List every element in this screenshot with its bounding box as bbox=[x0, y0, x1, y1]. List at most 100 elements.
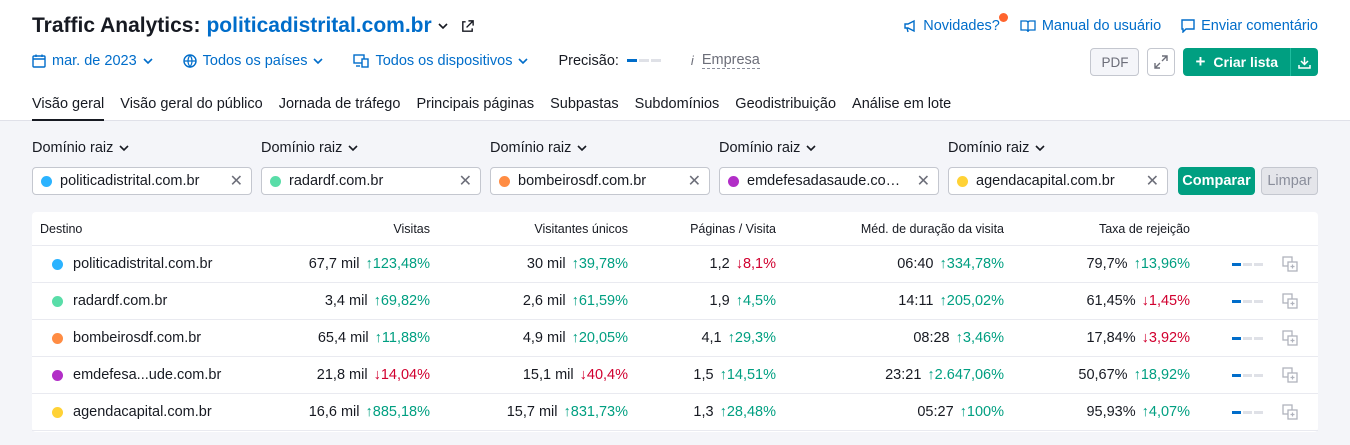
root-domain-label: Domínio raiz bbox=[490, 140, 572, 156]
chevron-down-icon[interactable] bbox=[438, 21, 448, 31]
compare-icon[interactable] bbox=[1282, 283, 1298, 319]
col-unicos[interactable]: Visitantes únicos bbox=[534, 221, 628, 236]
root-domain-dropdown[interactable]: Domínio raiz bbox=[32, 140, 261, 156]
download-button[interactable] bbox=[1290, 48, 1318, 76]
cell-unicos: 4,9 mil ↑20,05% bbox=[523, 320, 628, 356]
close-icon[interactable]: ✕ bbox=[916, 173, 930, 190]
value-rejeicao: 79,7% bbox=[1086, 256, 1128, 272]
comparison-table: Destino Visitas Visitantes únicos Página… bbox=[32, 212, 1318, 432]
value-unicos: 30 mil bbox=[526, 256, 566, 272]
plus-icon: + bbox=[1195, 52, 1206, 71]
chevron-down-icon bbox=[577, 145, 587, 152]
title-label: Traffic Analytics: bbox=[32, 14, 201, 37]
row-domain[interactable]: agendacapital.com.br bbox=[52, 394, 212, 430]
compare-button[interactable]: Comparar bbox=[1178, 167, 1255, 195]
manual-label: Manual do usuário bbox=[1041, 18, 1162, 34]
table-row: bombeirosdf.com.br 65,4 mil ↑11,88% 4,9 mil… bbox=[32, 320, 1318, 357]
value-duracao: 14:11 bbox=[898, 293, 934, 309]
delta-rejeicao: ↑18,92% bbox=[1133, 367, 1190, 383]
info-icon: i bbox=[690, 53, 694, 68]
precision-indicator[interactable]: Precisão: bbox=[558, 52, 661, 69]
tab-visao-geral[interactable]: Visão geral bbox=[32, 96, 105, 121]
delta-paginas: ↑14,51% bbox=[719, 367, 776, 383]
device-filter[interactable]: Todos os dispositivos bbox=[353, 53, 529, 69]
devices-icon bbox=[353, 53, 370, 68]
domain-input-value[interactable]: bombeirosdf.com.br bbox=[518, 173, 647, 189]
delta-paginas: ↓8,1% bbox=[735, 256, 776, 272]
table-header: Destino Visitas Visitantes únicos Página… bbox=[32, 212, 1318, 246]
manual-link[interactable]: Manual do usuário bbox=[1020, 18, 1161, 34]
news-link[interactable]: Novidades? bbox=[903, 13, 1008, 34]
domain-input[interactable]: politicadistrital.com.br ✕ bbox=[32, 167, 252, 195]
date-filter[interactable]: mar. de 2023 bbox=[32, 53, 153, 69]
col-duracao[interactable]: Méd. de duração da visita bbox=[860, 221, 1004, 236]
col-rejeicao[interactable]: Taxa de rejeição bbox=[1098, 221, 1190, 236]
compare-icon[interactable] bbox=[1282, 357, 1298, 393]
domain-input[interactable]: emdefesadasaude.com.br ✕ bbox=[719, 167, 939, 195]
root-domain-label: Domínio raiz bbox=[948, 140, 1030, 156]
value-rejeicao: 50,67% bbox=[1078, 367, 1128, 383]
delta-rejeicao: ↓3,92% bbox=[1141, 330, 1190, 346]
domain-input[interactable]: radardf.com.br ✕ bbox=[261, 167, 481, 195]
tab-jornada-trafego[interactable]: Jornada de tráfego bbox=[278, 96, 401, 112]
domain-input-value[interactable]: politicadistrital.com.br bbox=[60, 173, 200, 189]
create-list-button[interactable]: + Criar lista bbox=[1183, 48, 1318, 76]
root-domain-dropdown[interactable]: Domínio raiz bbox=[948, 140, 1177, 156]
delta-rejeicao: ↓1,45% bbox=[1141, 293, 1190, 309]
empresa-toggle[interactable]: i Empresa bbox=[691, 52, 760, 69]
close-icon[interactable]: ✕ bbox=[229, 173, 243, 190]
cell-rejeicao: 79,7% ↑13,96% bbox=[1086, 246, 1190, 282]
tab-visao-geral-publico[interactable]: Visão geral do público bbox=[120, 96, 263, 112]
cell-paginas: 4,1 ↑29,3% bbox=[701, 320, 776, 356]
close-icon[interactable]: ✕ bbox=[458, 173, 472, 190]
tab-subdominios[interactable]: Subdomínios bbox=[634, 96, 720, 112]
compare-icon[interactable] bbox=[1282, 394, 1298, 430]
empresa-label: Empresa bbox=[701, 52, 760, 69]
delta-paginas: ↑28,48% bbox=[719, 404, 776, 420]
cell-unicos: 2,6 mil ↑61,59% bbox=[523, 283, 628, 319]
domain-input[interactable]: agendacapital.com.br ✕ bbox=[948, 167, 1168, 195]
pdf-button[interactable]: PDF bbox=[1090, 48, 1140, 76]
tab-principais-paginas[interactable]: Principais páginas bbox=[416, 96, 535, 112]
domain-color-dot bbox=[52, 258, 63, 270]
delta-duracao: ↑205,02% bbox=[939, 293, 1005, 309]
compare-icon[interactable] bbox=[1282, 246, 1298, 282]
external-link-icon[interactable] bbox=[460, 19, 475, 34]
row-domain[interactable]: radardf.com.br bbox=[52, 283, 167, 319]
value-unicos: 4,9 mil bbox=[522, 330, 566, 346]
tab-analise-lote[interactable]: Análise em lote bbox=[852, 96, 952, 112]
delta-visitas: ↑885,18% bbox=[365, 404, 431, 420]
value-paginas: 1,2 bbox=[709, 256, 730, 272]
country-filter[interactable]: Todos os países bbox=[182, 53, 324, 69]
clear-button[interactable]: Limpar bbox=[1261, 167, 1318, 195]
domain-input-value[interactable]: emdefesadasaude.com.br bbox=[747, 173, 911, 189]
root-domain-dropdown[interactable]: Domínio raiz bbox=[261, 140, 490, 156]
row-domain[interactable]: bombeirosdf.com.br bbox=[52, 320, 201, 356]
delta-unicos: ↑61,59% bbox=[571, 293, 628, 309]
fullscreen-button[interactable] bbox=[1147, 48, 1176, 76]
feedback-link[interactable]: Enviar comentário bbox=[1181, 18, 1318, 34]
precision-bar bbox=[626, 59, 661, 62]
close-icon[interactable]: ✕ bbox=[1145, 173, 1159, 190]
row-domain-label: radardf.com.br bbox=[73, 293, 168, 309]
tab-subpastas[interactable]: Subpastas bbox=[550, 96, 619, 112]
domain-selector[interactable]: politicadistrital.com.br bbox=[206, 14, 432, 37]
domain-input-value[interactable]: radardf.com.br bbox=[289, 173, 384, 189]
cell-rejeicao: 17,84% ↓3,92% bbox=[1086, 320, 1190, 356]
precision-label: Precisão: bbox=[558, 52, 619, 69]
domain-color-dot bbox=[52, 295, 63, 307]
row-domain[interactable]: emdefesa...ude.com.br bbox=[52, 357, 221, 393]
compare-icon[interactable] bbox=[1282, 320, 1298, 356]
domain-input[interactable]: bombeirosdf.com.br ✕ bbox=[490, 167, 710, 195]
row-domain[interactable]: politicadistrital.com.br bbox=[52, 246, 212, 282]
col-paginas[interactable]: Páginas / Visita bbox=[690, 221, 776, 236]
cell-rejeicao: 61,45% ↓1,45% bbox=[1086, 283, 1190, 319]
root-domain-dropdown[interactable]: Domínio raiz bbox=[719, 140, 948, 156]
domain-input-value[interactable]: agendacapital.com.br bbox=[976, 173, 1115, 189]
root-domain-dropdown[interactable]: Domínio raiz bbox=[490, 140, 719, 156]
col-visitas[interactable]: Visitas bbox=[393, 221, 430, 236]
cell-visitas: 3,4 mil ↑69,82% bbox=[325, 283, 430, 319]
tab-geodistribuicao[interactable]: Geodistribuição bbox=[735, 96, 837, 112]
value-unicos: 15,1 mil bbox=[522, 367, 574, 383]
close-icon[interactable]: ✕ bbox=[687, 173, 701, 190]
